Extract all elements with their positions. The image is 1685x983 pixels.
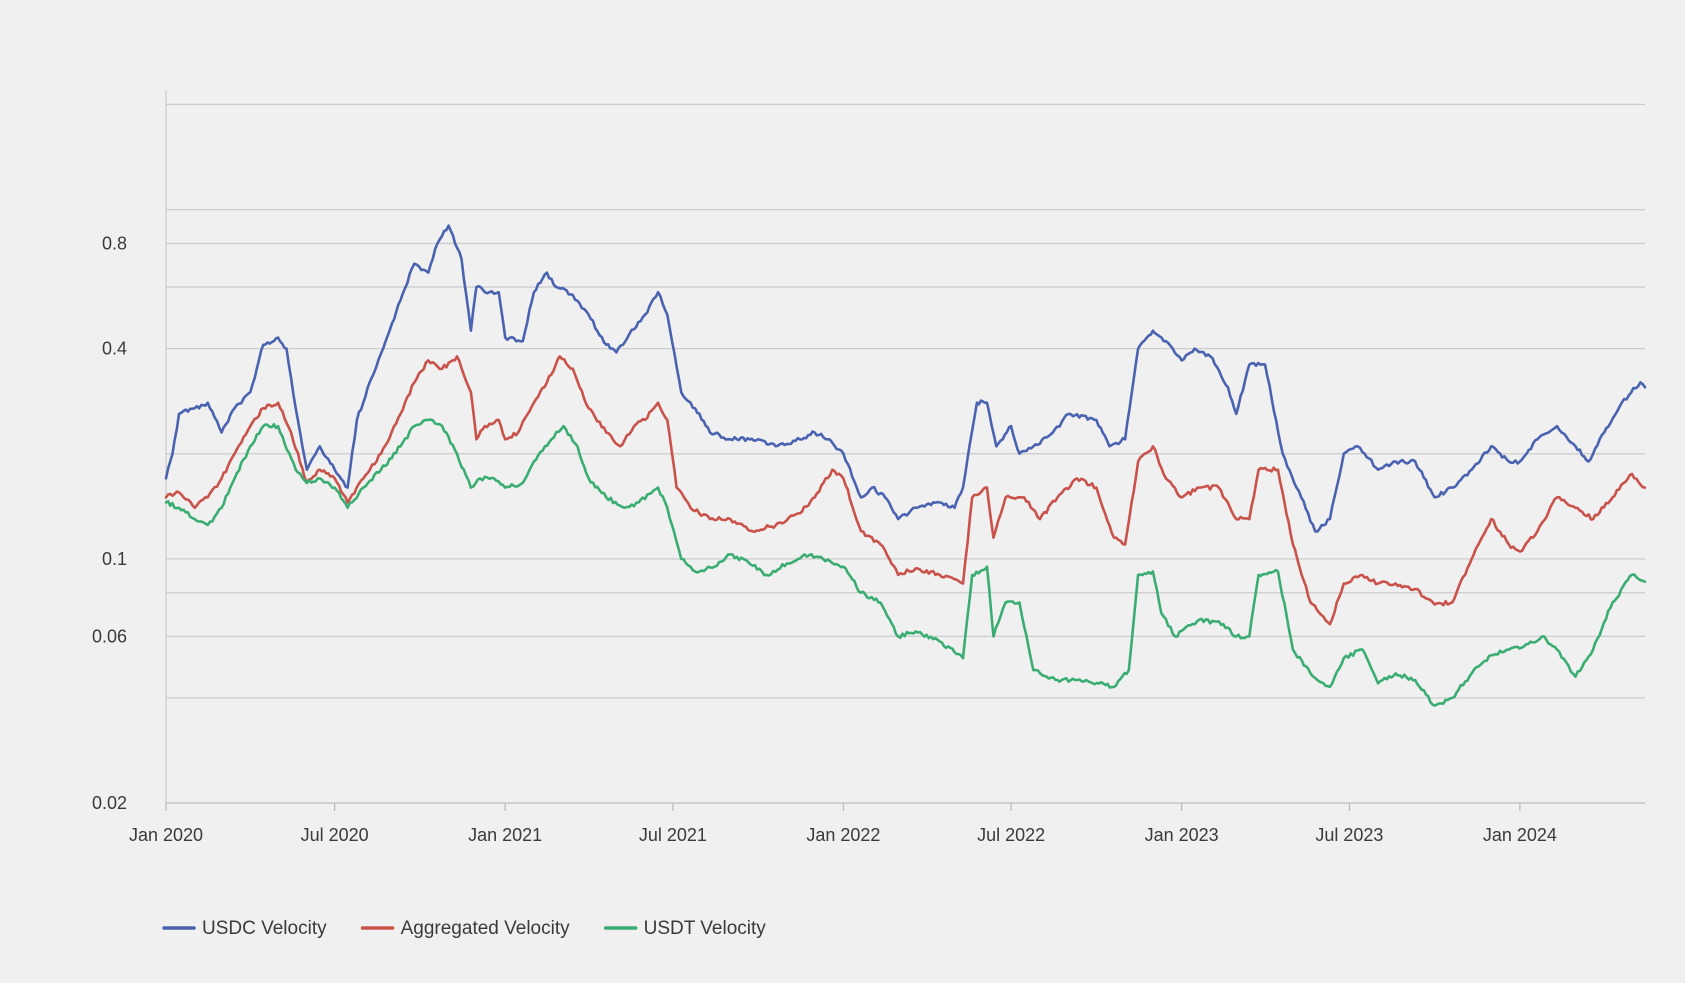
gridlines xyxy=(166,103,1645,699)
series-line-usdc-velocity xyxy=(164,224,1647,533)
y-tick-label: 0.8 xyxy=(102,233,127,253)
x-tick-label: Jul 2020 xyxy=(301,825,369,845)
x-tick-label: Jul 2023 xyxy=(1315,825,1383,845)
legend-item[interactable]: Aggregated Velocity xyxy=(360,918,571,939)
x-tick-label: Jan 2021 xyxy=(468,825,542,845)
series-line-usdt-velocity xyxy=(164,418,1647,707)
x-tick-label: Jan 2020 xyxy=(129,825,203,845)
x-tick-label: Jul 2022 xyxy=(977,825,1045,845)
legend: USDC Velocity Aggregated Velocity USDT Vel… xyxy=(162,918,767,939)
legend-item[interactable]: USDC Velocity xyxy=(162,918,327,939)
x-tick-label: Jan 2022 xyxy=(806,825,880,845)
series-line-aggregated-velocity xyxy=(164,355,1647,626)
legend-label: USDT Velocity xyxy=(644,918,767,939)
legend-label: Aggregated Velocity xyxy=(401,918,571,939)
x-tick-label: Jan 2024 xyxy=(1483,825,1557,845)
x-tick-label: Jul 2021 xyxy=(639,825,707,845)
y-tick-label: 0.02 xyxy=(92,793,127,813)
y-tick-label: 0.06 xyxy=(92,626,127,646)
legend-item[interactable]: USDT Velocity xyxy=(603,918,767,939)
y-tick-label: 0.1 xyxy=(102,549,127,569)
legend-label: USDC Velocity xyxy=(202,918,327,939)
series-lines xyxy=(164,224,1647,707)
axes: Jan 2020 Jul 2020 Jan 2021 Jul 2021 Jan 2022… xyxy=(92,90,1645,845)
x-tick-label: Jan 2023 xyxy=(1145,825,1219,845)
y-tick-label: 0.4 xyxy=(102,339,127,359)
